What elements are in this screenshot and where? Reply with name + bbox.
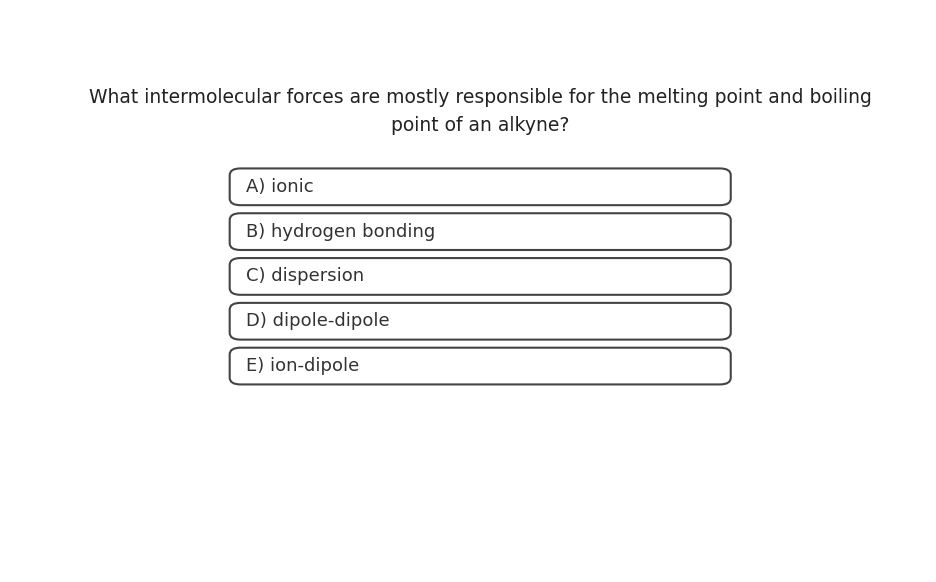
FancyBboxPatch shape <box>229 347 730 385</box>
Text: D) dipole-dipole: D) dipole-dipole <box>245 313 388 330</box>
FancyBboxPatch shape <box>229 213 730 250</box>
Text: What intermolecular forces are mostly responsible for the melting point and boil: What intermolecular forces are mostly re… <box>89 88 870 135</box>
FancyBboxPatch shape <box>229 168 730 205</box>
FancyBboxPatch shape <box>229 258 730 295</box>
Text: A) ionic: A) ionic <box>245 178 313 196</box>
Text: E) ion-dipole: E) ion-dipole <box>245 357 358 375</box>
Text: B) hydrogen bonding: B) hydrogen bonding <box>245 223 434 240</box>
FancyBboxPatch shape <box>229 303 730 340</box>
Text: C) dispersion: C) dispersion <box>245 268 363 285</box>
